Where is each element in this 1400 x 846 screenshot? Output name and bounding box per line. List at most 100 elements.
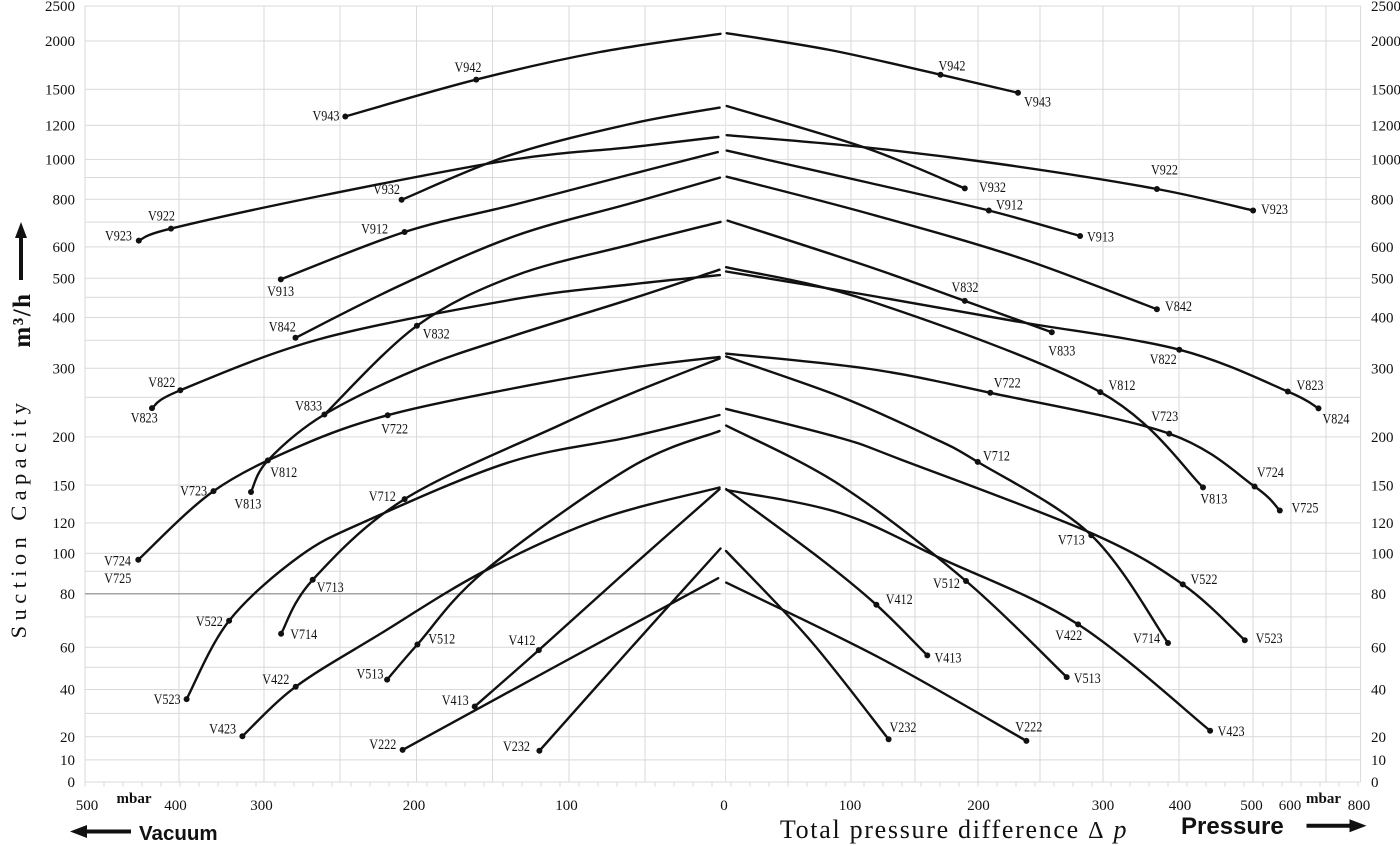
svg-text:V923: V923 <box>1261 202 1288 218</box>
svg-text:20: 20 <box>60 730 75 746</box>
svg-text:0: 0 <box>1371 775 1379 791</box>
svg-text:2500: 2500 <box>1371 0 1400 15</box>
svg-text:300: 300 <box>1371 362 1394 378</box>
svg-text:150: 150 <box>53 478 76 494</box>
svg-text:150: 150 <box>1371 478 1394 494</box>
svg-text:V813: V813 <box>234 496 261 512</box>
svg-text:500: 500 <box>53 272 76 288</box>
svg-text:V823: V823 <box>1297 378 1324 394</box>
svg-text:1000: 1000 <box>45 153 75 169</box>
svg-text:60: 60 <box>1371 641 1386 657</box>
svg-text:800: 800 <box>1371 193 1394 209</box>
svg-text:2500: 2500 <box>45 0 75 15</box>
svg-text:V812: V812 <box>270 465 297 481</box>
svg-text:V842: V842 <box>269 319 296 335</box>
svg-text:V723: V723 <box>180 483 207 499</box>
svg-text:V222: V222 <box>1015 720 1042 736</box>
svg-text:V712: V712 <box>369 489 396 505</box>
svg-text:V513: V513 <box>357 667 384 683</box>
svg-text:V943: V943 <box>1024 95 1051 111</box>
svg-text:V833: V833 <box>1048 344 1075 360</box>
svg-text:2000: 2000 <box>1371 34 1400 50</box>
svg-text:V922: V922 <box>1151 163 1178 179</box>
svg-text:V912: V912 <box>361 221 388 237</box>
svg-text:V413: V413 <box>442 693 469 709</box>
svg-text:1000: 1000 <box>1371 153 1400 169</box>
svg-text:V522: V522 <box>1191 572 1218 588</box>
svg-text:800: 800 <box>53 193 76 209</box>
svg-text:100: 100 <box>839 798 862 814</box>
svg-text:V724: V724 <box>104 554 131 570</box>
svg-text:V422: V422 <box>262 672 289 688</box>
svg-text:300: 300 <box>250 798 273 814</box>
svg-text:Total pressure difference Δ p: Total pressure difference Δ p <box>780 815 1128 844</box>
svg-text:V412: V412 <box>509 633 536 649</box>
svg-text:0: 0 <box>720 798 728 814</box>
svg-text:600: 600 <box>1279 798 1302 814</box>
svg-text:1200: 1200 <box>45 119 75 135</box>
svg-text:40: 40 <box>1371 683 1386 699</box>
svg-text:V423: V423 <box>209 722 236 738</box>
svg-text:V522: V522 <box>196 614 223 630</box>
svg-text:V723: V723 <box>1151 409 1178 425</box>
svg-text:60: 60 <box>60 641 75 657</box>
svg-text:V512: V512 <box>933 576 960 592</box>
svg-text:Vacuum: Vacuum <box>139 822 218 845</box>
svg-text:10: 10 <box>60 753 75 769</box>
svg-text:m³/h: m³/h <box>9 292 36 347</box>
svg-text:600: 600 <box>53 240 76 256</box>
svg-text:V832: V832 <box>423 327 450 343</box>
svg-text:V413: V413 <box>935 650 962 666</box>
svg-text:200: 200 <box>967 798 990 814</box>
svg-text:V423: V423 <box>1218 724 1245 740</box>
svg-text:Pressure: Pressure <box>1181 813 1284 840</box>
svg-text:600: 600 <box>1371 240 1394 256</box>
svg-text:V722: V722 <box>994 375 1021 391</box>
svg-text:V943: V943 <box>313 109 340 125</box>
svg-text:1200: 1200 <box>1371 119 1400 135</box>
svg-text:V714: V714 <box>1133 631 1160 647</box>
svg-text:400: 400 <box>164 798 187 814</box>
svg-text:V722: V722 <box>381 422 408 438</box>
svg-text:V822: V822 <box>148 375 175 391</box>
svg-text:500: 500 <box>76 798 99 814</box>
svg-text:mbar: mbar <box>1306 791 1341 807</box>
svg-text:V822: V822 <box>1150 352 1177 368</box>
svg-text:2000: 2000 <box>45 34 75 50</box>
svg-text:100: 100 <box>555 798 578 814</box>
svg-text:V832: V832 <box>952 280 979 296</box>
svg-text:V232: V232 <box>503 739 530 755</box>
svg-text:100: 100 <box>1371 546 1394 562</box>
svg-text:80: 80 <box>60 587 75 603</box>
svg-text:500: 500 <box>1240 798 1263 814</box>
svg-text:0: 0 <box>68 775 76 791</box>
svg-text:V232: V232 <box>890 720 917 736</box>
svg-text:200: 200 <box>53 430 76 446</box>
svg-text:V713: V713 <box>317 580 344 596</box>
svg-text:V712: V712 <box>983 448 1010 464</box>
svg-text:V942: V942 <box>455 60 482 76</box>
svg-text:V913: V913 <box>267 284 294 300</box>
svg-text:V823: V823 <box>131 411 158 427</box>
svg-text:V523: V523 <box>154 692 181 708</box>
svg-text:V724: V724 <box>1257 465 1284 481</box>
svg-text:V842: V842 <box>1165 299 1192 315</box>
svg-text:V923: V923 <box>105 229 132 245</box>
svg-text:V523: V523 <box>1256 631 1283 647</box>
svg-text:400: 400 <box>1371 311 1394 327</box>
svg-text:100: 100 <box>53 546 76 562</box>
svg-text:200: 200 <box>1371 430 1394 446</box>
svg-text:300: 300 <box>53 362 76 378</box>
svg-text:V713: V713 <box>1058 533 1085 549</box>
svg-text:V932: V932 <box>979 180 1006 196</box>
svg-text:V812: V812 <box>1109 378 1136 394</box>
svg-text:V513: V513 <box>1074 671 1101 687</box>
svg-text:V412: V412 <box>886 592 913 608</box>
svg-text:80: 80 <box>1371 587 1386 603</box>
svg-text:400: 400 <box>53 311 76 327</box>
svg-text:V222: V222 <box>369 737 396 753</box>
svg-text:V422: V422 <box>1055 628 1082 644</box>
svg-text:V813: V813 <box>1200 492 1227 508</box>
svg-text:V725: V725 <box>1292 501 1319 517</box>
svg-text:1500: 1500 <box>1371 82 1400 98</box>
